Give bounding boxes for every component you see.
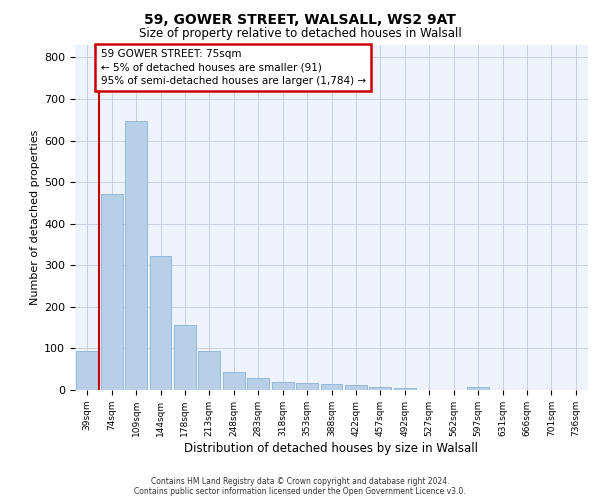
Y-axis label: Number of detached properties: Number of detached properties <box>30 130 40 305</box>
Bar <box>467 387 489 390</box>
Bar <box>394 388 416 390</box>
Text: 59, GOWER STREET, WALSALL, WS2 9AT: 59, GOWER STREET, WALSALL, WS2 9AT <box>144 12 456 26</box>
Bar <box>76 350 98 390</box>
Bar <box>320 384 343 390</box>
X-axis label: Distribution of detached houses by size in Walsall: Distribution of detached houses by size … <box>185 442 479 454</box>
Bar <box>247 378 269 390</box>
Text: 59 GOWER STREET: 75sqm
← 5% of detached houses are smaller (91)
95% of semi-deta: 59 GOWER STREET: 75sqm ← 5% of detached … <box>101 49 366 86</box>
Bar <box>370 386 391 390</box>
Text: Contains HM Land Registry data © Crown copyright and database right 2024.
Contai: Contains HM Land Registry data © Crown c… <box>134 476 466 496</box>
Bar <box>345 384 367 390</box>
Bar <box>149 256 172 390</box>
Text: Size of property relative to detached houses in Walsall: Size of property relative to detached ho… <box>139 28 461 40</box>
Bar <box>272 382 293 390</box>
Bar <box>174 324 196 390</box>
Bar <box>125 120 147 390</box>
Bar <box>101 194 122 390</box>
Bar <box>199 352 220 390</box>
Bar <box>223 372 245 390</box>
Bar <box>296 382 318 390</box>
